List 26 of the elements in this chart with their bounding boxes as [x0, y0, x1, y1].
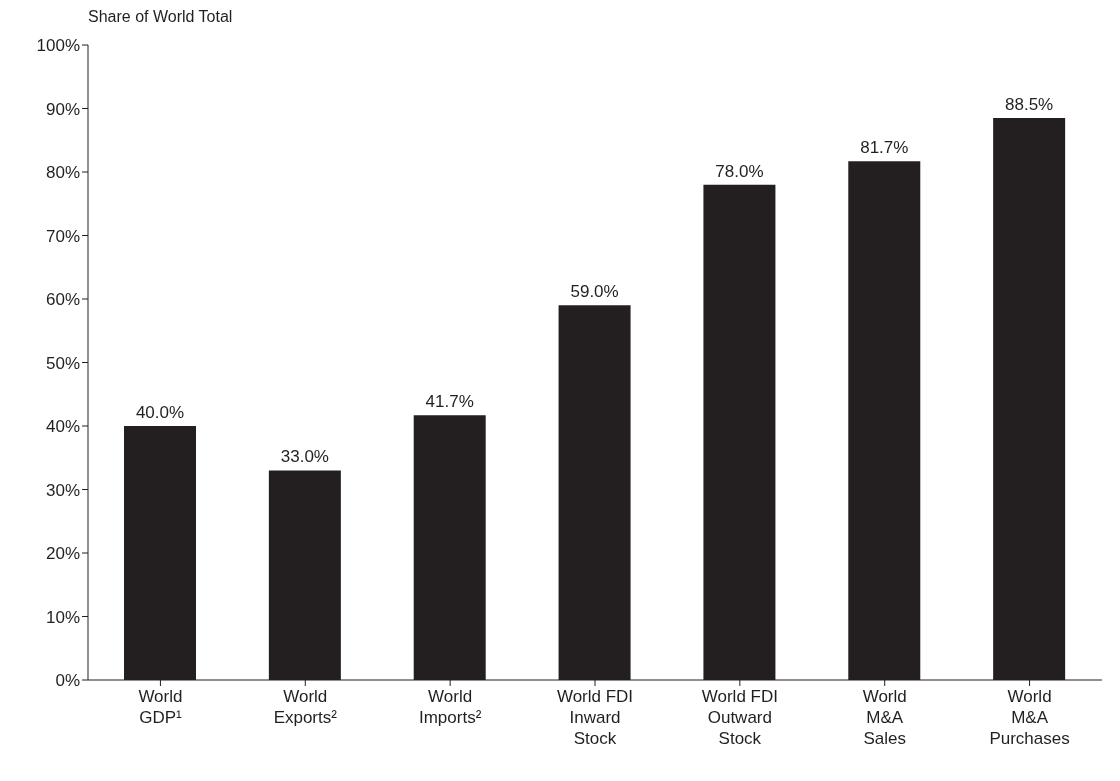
data-label: 41.7%	[425, 392, 474, 412]
y-tick-label: 60%	[45, 290, 80, 310]
y-tick-label: 0%	[55, 671, 80, 691]
y-tick-label: 100%	[36, 36, 80, 56]
x-tick-label: World FDI Inward Stock	[556, 687, 634, 748]
data-label: 40.0%	[135, 403, 185, 422]
y-axis-title: Share of World Total	[88, 8, 234, 27]
y-tick-label: 20%	[45, 544, 80, 564]
x-tick-label: World GDP¹	[138, 687, 183, 727]
y-tick-label: 70%	[45, 226, 80, 246]
x-tick-label: World Imports²	[418, 687, 482, 727]
data-label: 78.0%	[715, 161, 764, 181]
x-tick-label: World FDI Outward Stock	[701, 687, 778, 748]
data-label: 59.0%	[570, 282, 619, 302]
x-tick-label: World Exports²	[273, 687, 338, 727]
y-tick-label: 40%	[45, 417, 80, 437]
data-label: 33.0%	[280, 447, 329, 467]
x-tick-label: World M&A Sales	[862, 687, 907, 748]
y-tick-label: 50%	[45, 353, 80, 373]
y-tick-label: 30%	[45, 480, 80, 500]
y-tick-label: 10%	[45, 607, 80, 627]
y-tick-label: 90%	[45, 99, 80, 119]
y-tick-label: 80%	[45, 163, 80, 183]
x-tick-label: World M&A Purchases	[989, 687, 1070, 748]
data-label: 88.5%	[1005, 95, 1054, 115]
data-label: 81.7%	[860, 138, 909, 158]
